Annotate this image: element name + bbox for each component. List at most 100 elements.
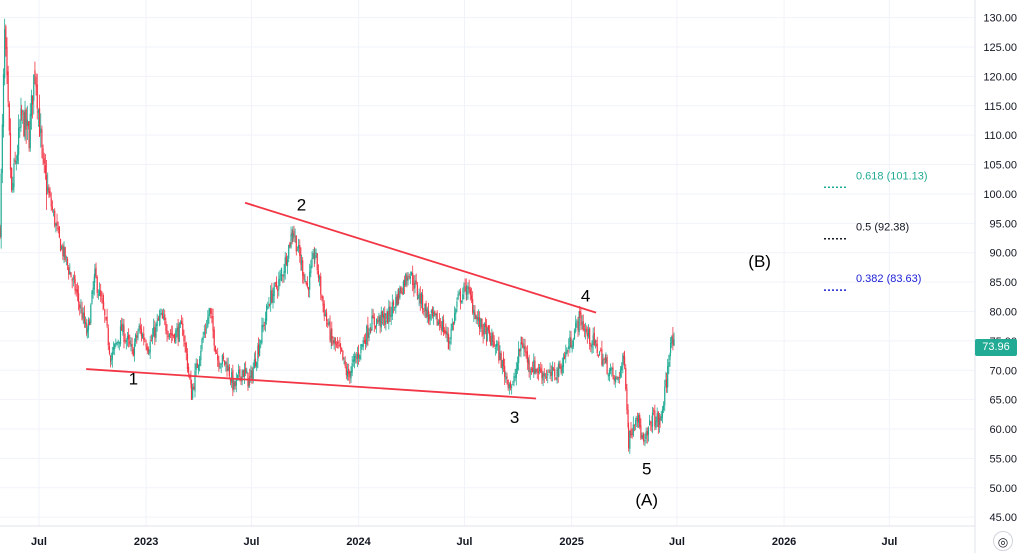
candle-body [345,366,347,376]
candle-body [285,256,287,265]
candle-body [277,289,279,291]
candle-body [540,368,542,373]
candle-body [89,321,91,326]
candle-body [587,329,590,337]
trendline [244,201,597,314]
y-tick-label: 95.00 [989,218,1017,230]
candle-body [24,110,26,139]
candle-body [168,333,170,337]
candle-body [606,357,608,374]
y-tick-label: 45.00 [989,512,1017,524]
candle-body [649,420,651,426]
candle-body [0,227,1,238]
candle-body [412,273,414,285]
candle-body [316,253,318,271]
candle-body [178,323,180,342]
candle-body [161,313,164,319]
candle-body [186,353,189,370]
candle-body [35,76,37,87]
candle-body [512,384,514,386]
candle-body [15,160,17,164]
candle-body [33,74,35,101]
candle-body [555,378,557,380]
candle-body [494,348,496,349]
candle-body [100,290,102,297]
candle-body [380,311,382,328]
candle-body [284,257,286,273]
candle-body [625,367,627,390]
candle-body [220,364,222,366]
candle-body [542,372,544,381]
candle-body [234,381,236,387]
candle-body [49,191,51,197]
candle-body [457,293,459,300]
candle-body [146,346,148,351]
candle-body [402,281,404,295]
x-tick-label: 2026 [772,536,796,548]
candle-body [91,291,93,304]
candle-body [263,324,265,327]
candle-body [630,429,632,436]
candle-body [74,279,76,291]
candle-body [362,340,364,347]
candle-body [398,291,400,299]
candle-body [182,323,184,336]
candle-body [646,430,648,436]
candle-body [175,330,177,343]
candle-body [548,371,550,373]
y-tick-label: 125.00 [983,42,1017,54]
candle-body [272,293,274,304]
y-tick-label: 120.00 [983,71,1017,83]
candle-body [167,335,169,337]
settings-button[interactable]: ◎ [993,531,1013,551]
candle-body [325,312,328,321]
candle-body [614,377,616,382]
candle-body [403,280,406,287]
y-tick-label: 80.00 [989,306,1017,318]
candle-body [339,343,342,349]
candle-body [417,297,419,299]
candle-body [467,286,469,295]
candle-body [441,321,443,331]
candle-body [608,370,611,377]
candle-body [518,349,520,364]
candle-body [622,355,624,367]
candle-body [225,361,227,364]
candle-body [570,337,572,347]
candle-body [246,370,248,374]
candle-body [400,286,402,293]
candle-body [554,369,556,377]
candle-body [289,242,291,247]
candle-body [567,350,569,352]
candle-body [106,316,108,326]
candle-body [576,320,578,322]
candle-body [162,316,165,318]
candle-body [248,378,250,388]
candle-body [431,308,434,316]
candle-body [534,360,536,374]
candle-body [82,312,84,319]
candle-body [420,293,423,305]
candle-body [559,364,561,368]
candle-body [94,268,96,277]
candle-body [239,368,241,377]
candle-body [435,313,437,316]
candle-body [514,376,516,378]
trendlines [86,201,597,400]
candle-body [524,345,526,353]
candle-body [590,344,592,347]
candle-body [76,289,79,294]
candle-body [418,292,420,300]
candle-body [262,325,264,328]
candle-body [529,370,531,373]
candle-body [466,292,468,294]
candle-body [390,314,392,318]
candle-body [158,315,161,321]
candle-body [9,132,12,170]
candle-body [564,355,566,359]
candle-body [16,154,19,161]
candle-body [20,108,22,128]
candle-body [565,351,567,357]
candle-body [43,158,45,164]
